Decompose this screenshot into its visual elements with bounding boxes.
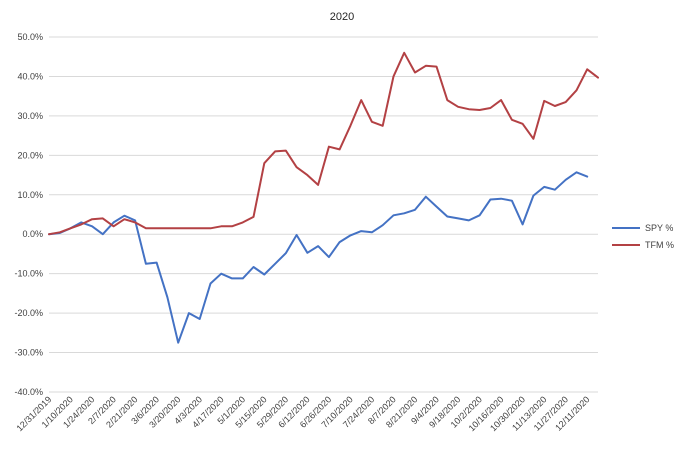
legend: SPY % TFM % — [612, 223, 674, 250]
y-tick-label: 0.0% — [22, 229, 43, 239]
series-line-spy — [48, 171, 589, 344]
series-lines — [48, 51, 599, 344]
series-line-tfm — [48, 51, 599, 236]
chart-title: 2020 — [330, 11, 354, 23]
gridlines — [49, 36, 598, 393]
y-tick-label: -20.0% — [14, 308, 43, 318]
y-tick-label: 20.0% — [17, 150, 43, 160]
y-axis-tick-labels: 50.0% 40.0% 30.0% 20.0% 10.0% 0.0% -10.0% -20.0… — [14, 32, 43, 397]
y-tick-label: -10.0% — [14, 269, 43, 279]
y-tick-label: 40.0% — [17, 71, 43, 81]
y-tick-label: -30.0% — [14, 348, 43, 358]
legend-label: TFM % — [645, 240, 674, 250]
y-tick-label: 10.0% — [17, 190, 43, 200]
y-tick-label: 50.0% — [17, 32, 43, 42]
y-tick-label: -40.0% — [14, 387, 43, 397]
x-axis-tick-labels: 12/31/20191/10/20201/24/20202/7/20202/21… — [14, 394, 591, 433]
legend-label: SPY % — [645, 223, 673, 233]
y-tick-label: 30.0% — [17, 111, 43, 121]
